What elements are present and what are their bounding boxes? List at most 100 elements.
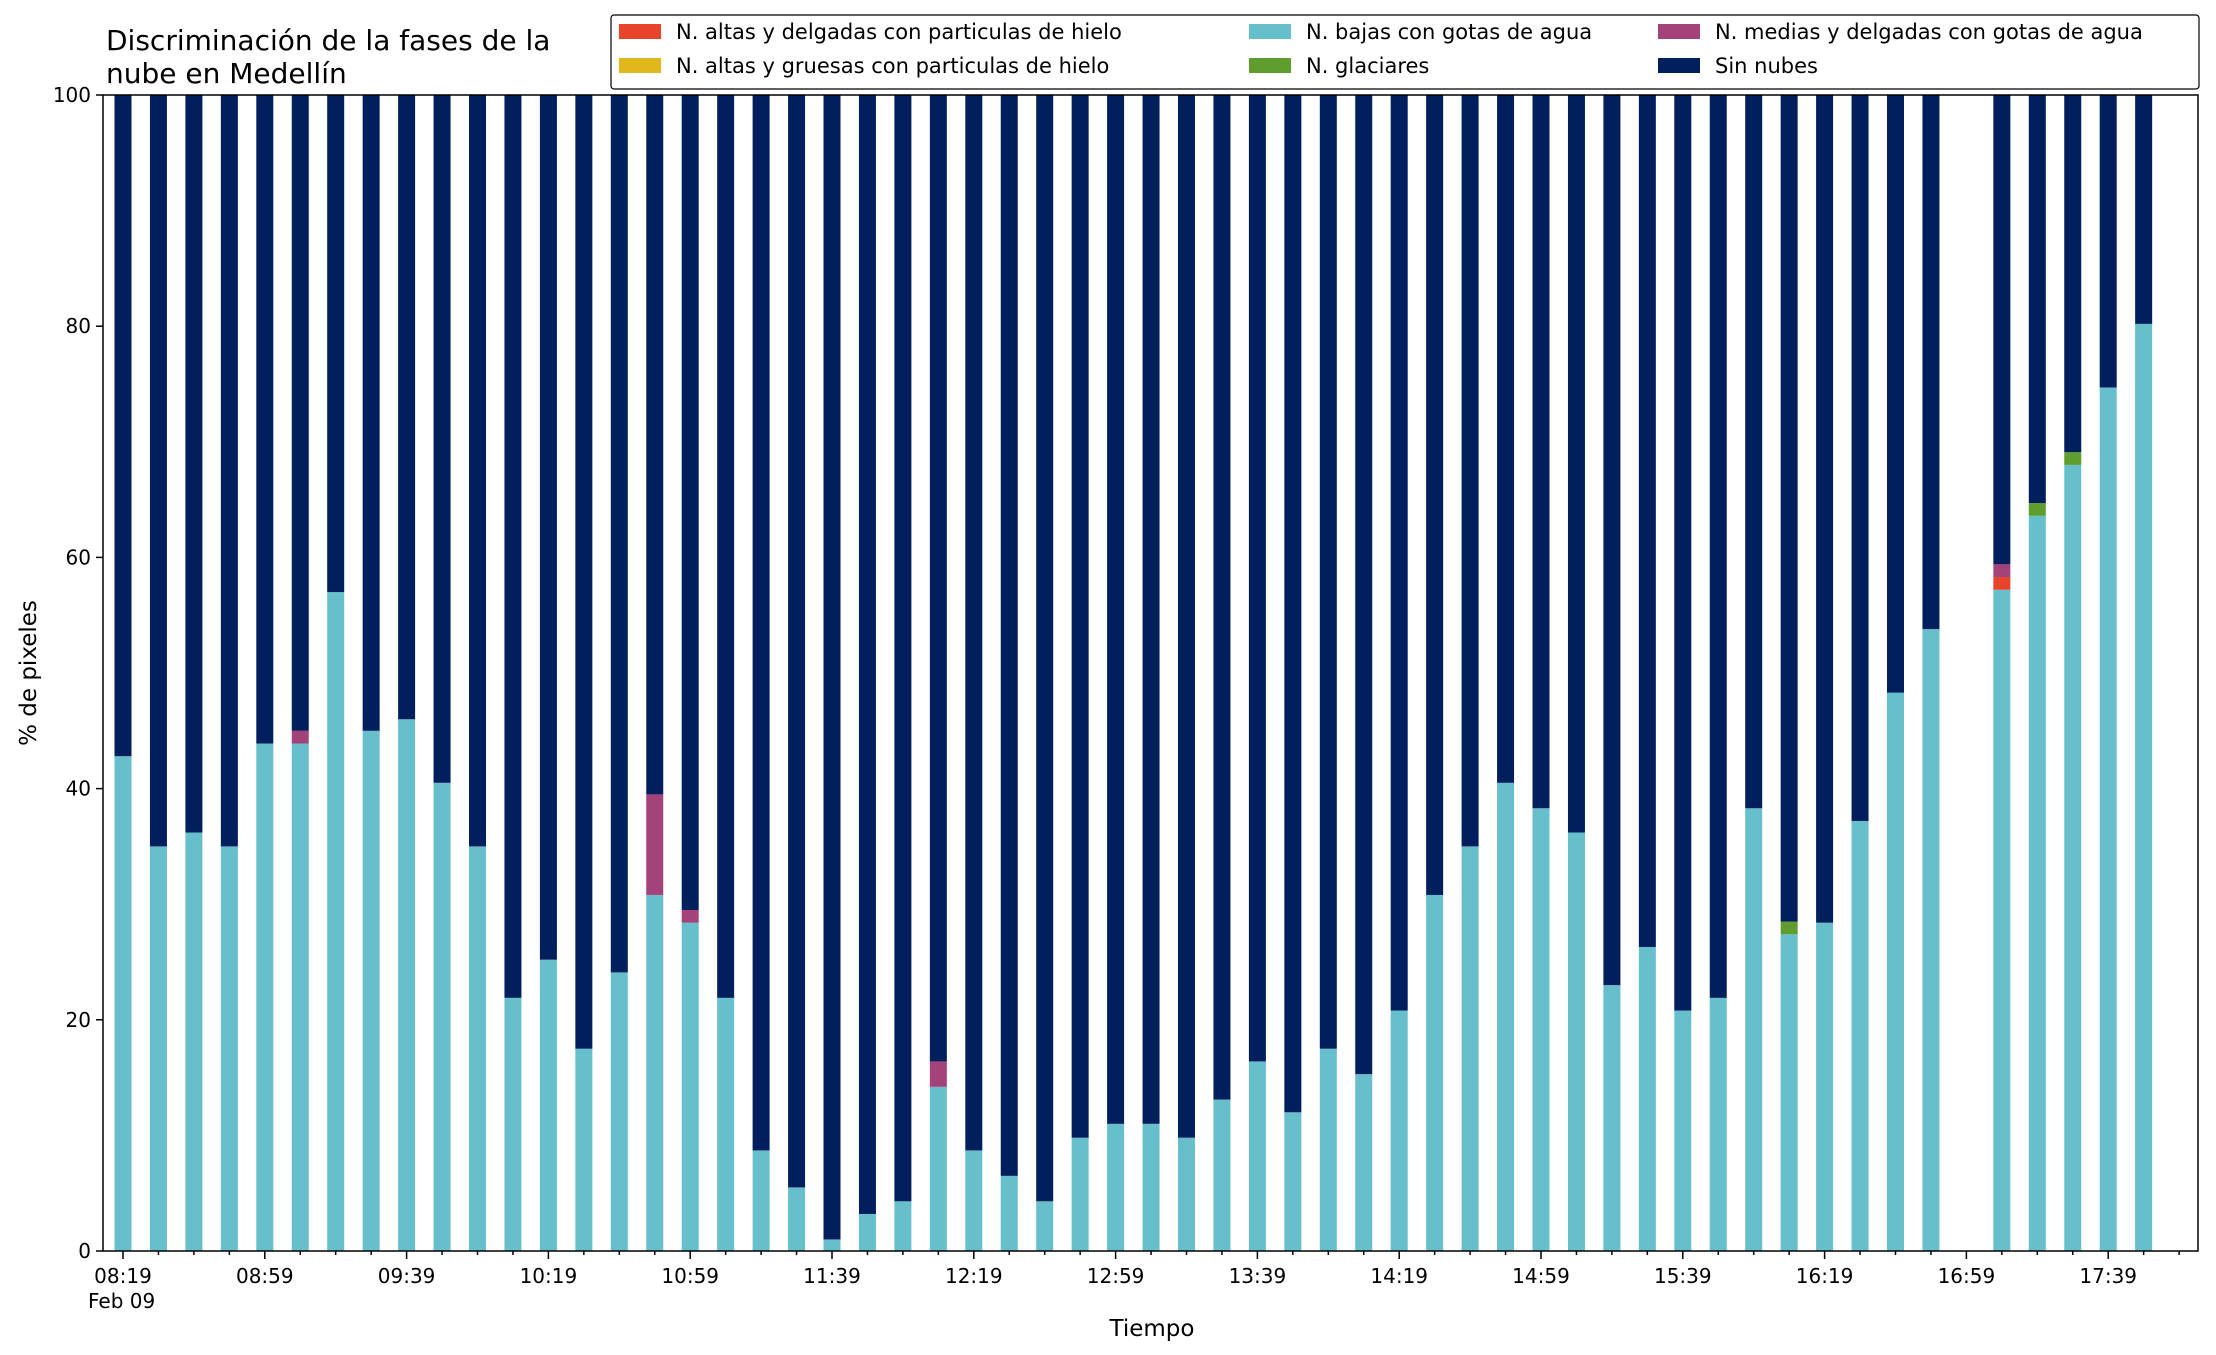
bar-segment — [1709, 95, 1727, 998]
x-tick-label: 16:19 — [1796, 1264, 1854, 1288]
bar-segment — [2135, 323, 2153, 1251]
bar-segment — [1213, 95, 1231, 1100]
bar-segment — [433, 782, 451, 1251]
legend-swatch — [619, 58, 661, 73]
bar-segment — [1709, 997, 1727, 1251]
bar-segment — [929, 1086, 947, 1251]
bar-segment — [1780, 95, 1798, 922]
bar-segment — [291, 743, 309, 1251]
bar-segment — [1993, 589, 2011, 1251]
bar-segment — [2135, 95, 2153, 324]
x-date-label: Feb 09 — [88, 1289, 155, 1313]
bar-segment — [362, 95, 380, 731]
bar-segment — [1851, 95, 1869, 821]
x-tick-label: 15:39 — [1654, 1264, 1712, 1288]
bar-segment — [1142, 1123, 1160, 1251]
x-tick-label: 14:59 — [1512, 1264, 1570, 1288]
bar-segment — [1674, 95, 1692, 1011]
bar-segment — [469, 846, 486, 1251]
bar-segment — [1993, 577, 2011, 590]
y-tick-label: 0 — [78, 1239, 91, 1263]
bar-segment — [752, 95, 770, 1151]
bar-segment — [256, 743, 274, 1251]
y-tick-label: 20 — [66, 1008, 91, 1032]
bar-segment — [1178, 95, 1195, 1138]
bar-segment — [1745, 95, 1763, 809]
bar-segment — [1248, 1061, 1266, 1251]
bar-segment — [1248, 95, 1266, 1062]
bar-segment — [1461, 95, 1479, 847]
legend-label: N. altas y gruesas con particulas de hie… — [676, 54, 1109, 78]
bar-segment — [1284, 1112, 1302, 1251]
x-tick-label: 14:19 — [1370, 1264, 1428, 1288]
bar-segment — [504, 997, 522, 1251]
bar-segment — [291, 95, 309, 731]
bar-segment — [398, 95, 416, 720]
bar-segment — [2028, 95, 2046, 504]
bar-segment — [823, 95, 841, 1240]
bar-segment — [1071, 95, 1089, 1138]
bar-segment — [752, 1150, 770, 1251]
bar-segment — [788, 95, 806, 1188]
bar-segment — [646, 794, 664, 895]
chart-title-line-1: Discriminación de la fases de la — [106, 24, 550, 57]
legend-label: Sin nubes — [1715, 54, 1818, 78]
bar-segment — [1178, 1137, 1195, 1251]
bar-segment — [717, 95, 735, 998]
bar-segment — [149, 95, 167, 847]
bar-segment — [1107, 1123, 1125, 1251]
bar-segment — [1532, 808, 1550, 1251]
bar-segment — [894, 1201, 912, 1251]
bar-segment — [114, 756, 132, 1251]
bar-segment — [1567, 832, 1585, 1251]
x-tick-label: 13:39 — [1229, 1264, 1287, 1288]
bar-segment — [1426, 95, 1444, 895]
bar-segment — [1745, 808, 1763, 1251]
bars-group — [114, 95, 2153, 1252]
bar-segment — [894, 95, 912, 1202]
bar-segment — [2064, 464, 2082, 1251]
bar-segment — [965, 1150, 983, 1251]
bar-segment — [575, 95, 593, 1049]
legend-swatch — [1658, 58, 1700, 73]
bar-segment — [1887, 692, 1904, 1251]
bar-segment — [362, 730, 380, 1251]
bar-segment — [1603, 985, 1621, 1251]
legend-label: N. altas y delgadas con particulas de hi… — [676, 20, 1122, 44]
y-tick-label: 100 — [53, 83, 91, 107]
bar-segment — [1780, 934, 1798, 1251]
bar-segment — [327, 95, 345, 593]
bar-segment — [433, 95, 451, 783]
bar-segment — [114, 95, 132, 757]
x-tick-label: 09:39 — [378, 1264, 436, 1288]
bar-segment — [610, 972, 628, 1251]
bar-segment — [1851, 820, 1869, 1251]
bar-segment — [2064, 452, 2082, 465]
bar-segment — [291, 730, 309, 744]
bar-segment — [717, 997, 735, 1251]
bar-segment — [1638, 946, 1656, 1251]
bar-segment — [1036, 1201, 1054, 1251]
bar-segment — [1993, 564, 2011, 578]
y-axis: 0 20 40 60 80 100 — [53, 83, 103, 1263]
bar-segment — [1284, 95, 1302, 1113]
bar-segment — [646, 95, 664, 795]
bar-segment — [1000, 95, 1018, 1176]
bar-segment — [1036, 95, 1054, 1202]
x-tick-label: 12:59 — [1087, 1264, 1145, 1288]
bar-segment — [1922, 95, 1940, 630]
legend: N. altas y delgadas con particulas de hi… — [610, 14, 2200, 90]
bar-segment — [398, 719, 416, 1251]
legend-swatch — [1658, 24, 1700, 39]
bar-segment — [858, 95, 876, 1215]
bar-segment — [965, 95, 983, 1151]
bar-segment — [1142, 95, 1160, 1124]
bar-segment — [929, 95, 947, 1062]
legend-swatch — [1249, 24, 1291, 39]
bar-segment — [2099, 387, 2117, 1252]
bar-segment — [1603, 95, 1621, 986]
bar-segment — [1390, 95, 1408, 1011]
bar-segment — [2099, 95, 2117, 388]
bar-segment — [2064, 95, 2082, 453]
bar-segment — [220, 95, 238, 847]
